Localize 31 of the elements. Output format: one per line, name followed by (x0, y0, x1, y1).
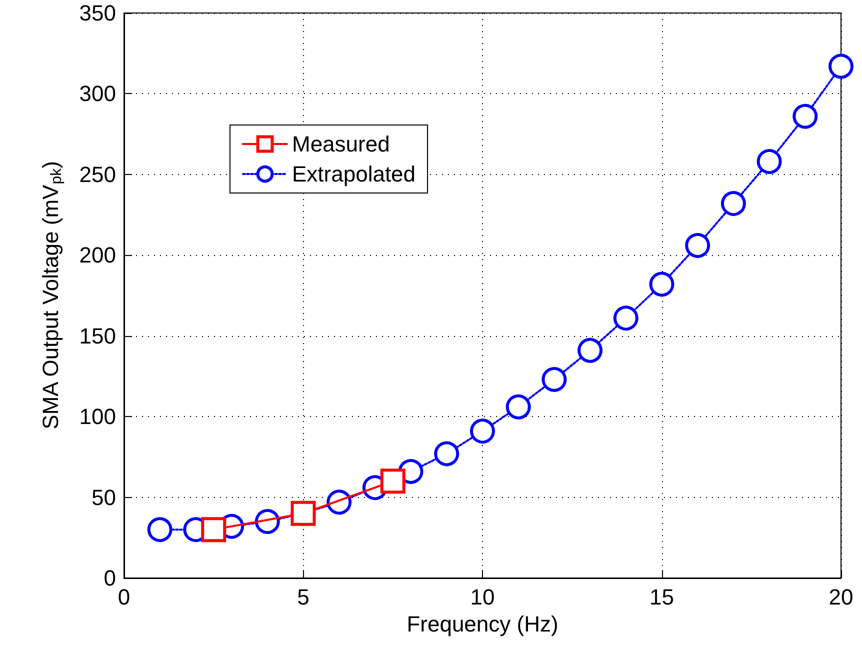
point (147, 517, 172, 542)
point (470, 418, 495, 444)
point (720, 190, 746, 216)
legend-label: Extrapolated (292, 162, 416, 186)
y-tick-label: 50 (92, 484, 116, 510)
point (201, 517, 226, 542)
legend-label: Measured (292, 132, 390, 156)
y-tick-label: 250 (79, 162, 116, 187)
x-tick-label: 15 (650, 584, 674, 610)
x-tick-label: 20 (828, 584, 854, 610)
y-tick-label: 300 (79, 81, 116, 106)
y-tick-label: 150 (79, 323, 116, 348)
point (613, 306, 638, 331)
point (434, 441, 460, 466)
point (685, 232, 710, 258)
x-axis-title: Frequency (Hz) (406, 611, 558, 636)
point (756, 149, 782, 174)
point (792, 104, 818, 129)
point (578, 338, 603, 363)
point (828, 54, 854, 79)
point (506, 394, 531, 420)
y-axis-title: SMA Output Voltage (mVpk) (38, 161, 65, 430)
point (542, 366, 567, 392)
x-tick-label: 5 (297, 584, 310, 610)
y-tick-label: 100 (79, 404, 116, 430)
y-tick-label: 0 (104, 566, 116, 590)
y-tick-label: 350 (79, 0, 116, 26)
point (380, 468, 406, 494)
point (649, 272, 674, 297)
x-tick-label: 10 (470, 584, 495, 610)
y-tick-label: 200 (79, 242, 116, 268)
